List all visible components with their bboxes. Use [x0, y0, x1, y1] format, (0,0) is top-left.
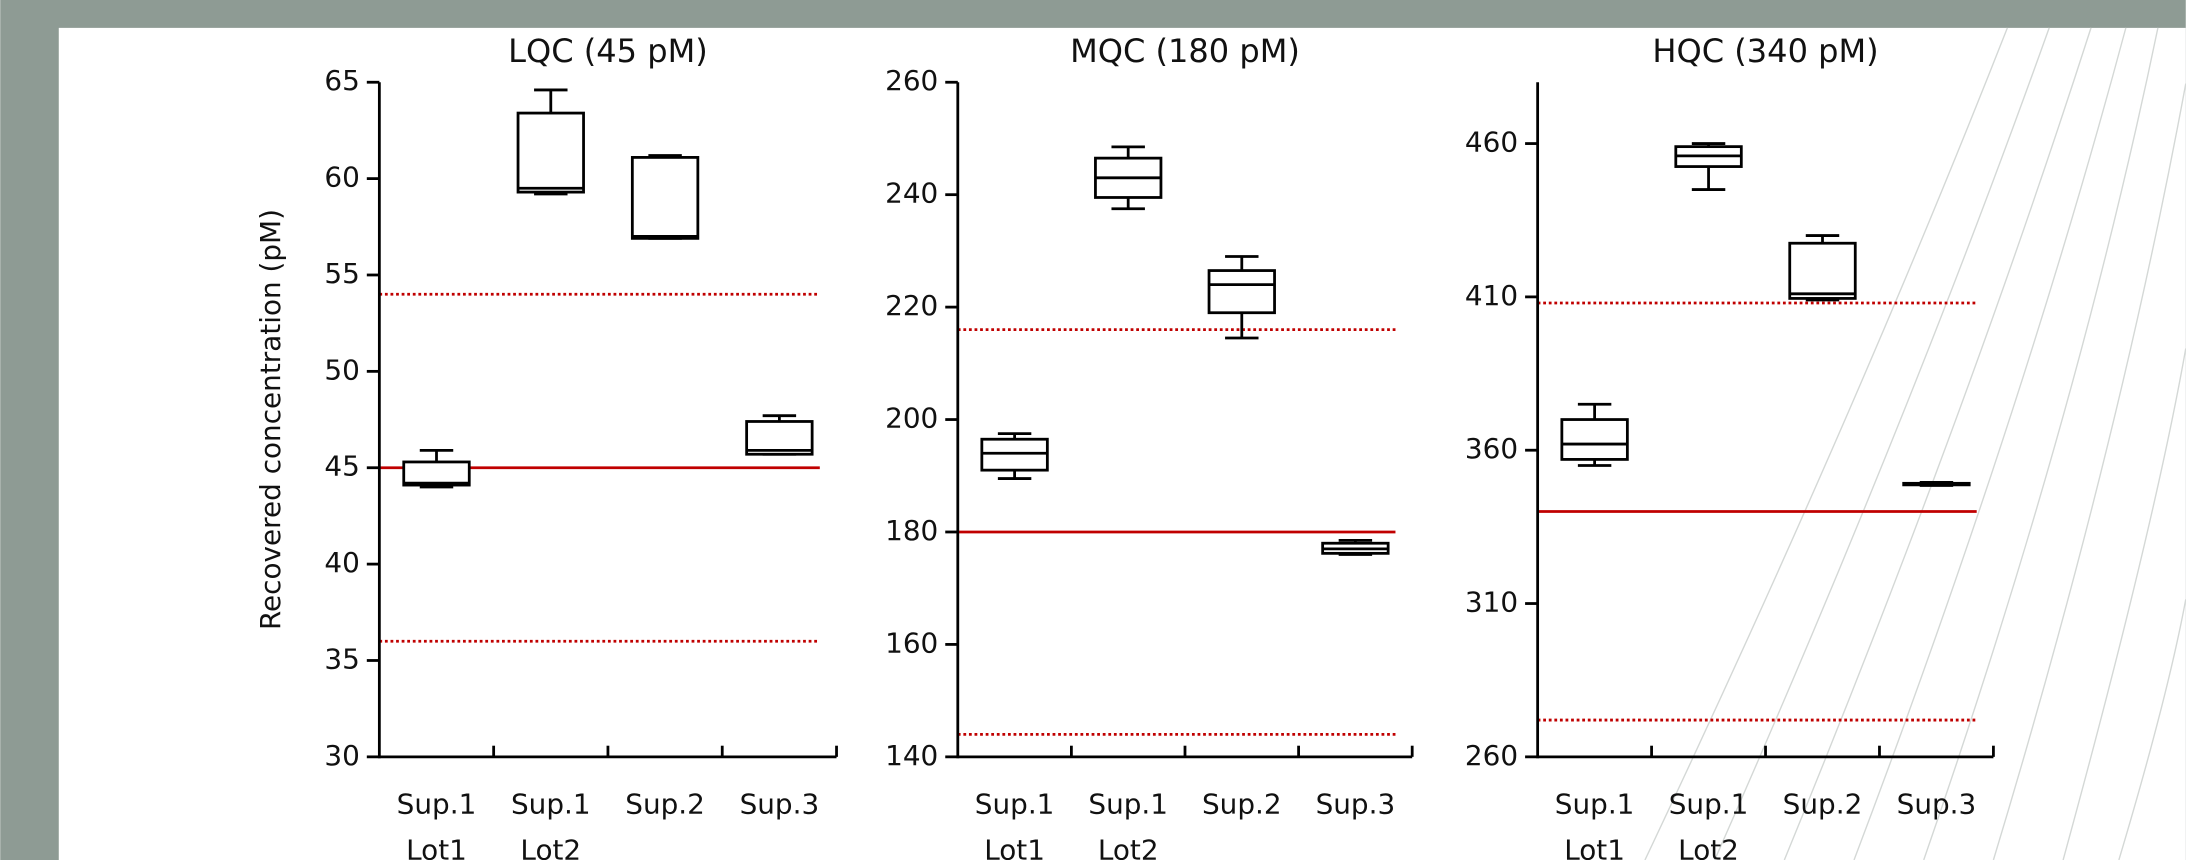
chart-title: LQC (45 pM) — [508, 32, 708, 70]
x-tick-label-line: Lot1 — [984, 834, 1045, 860]
y-tick-label: 220 — [885, 289, 938, 322]
y-tick-label: 65 — [324, 64, 359, 97]
box — [630, 156, 700, 240]
x-tick-label: Sup.1 Lot2 — [1088, 788, 1168, 860]
y-tick-label: 410 — [1465, 279, 1518, 312]
x-tick-label-line: Lot1 — [1564, 834, 1625, 860]
y-tick-label: 50 — [324, 353, 359, 386]
y-tick-label: 240 — [885, 177, 938, 210]
y-tick-label: 260 — [885, 64, 938, 97]
y-tick-label: 460 — [1465, 126, 1518, 159]
x-tick-label-line: Sup.1 — [1669, 788, 1749, 821]
y-tick-label: 310 — [1465, 586, 1518, 619]
x-tick-label: Sup.2 — [1202, 788, 1282, 821]
x-tick-label: Sup.1 Lot2 — [1669, 788, 1749, 860]
x-tick-label-line: Sup.3 — [740, 788, 820, 821]
x-tick-label-line: Sup.3 — [1316, 788, 1396, 821]
x-tick-label: Sup.1 Lot1 — [1555, 788, 1635, 860]
box — [745, 420, 814, 456]
x-tick-label-line: Lot2 — [520, 834, 581, 860]
x-tick-label: Sup.3 — [740, 788, 820, 821]
y-tick-label: 140 — [885, 739, 938, 772]
x-tick-label-line: Sup.2 — [1202, 788, 1282, 821]
y-tick-label: 200 — [885, 402, 938, 435]
box — [1207, 269, 1276, 315]
box — [402, 460, 471, 487]
x-tick-label: Sup.1 Lot2 — [511, 788, 591, 860]
x-tick-label-line: Sup.1 — [1088, 788, 1168, 821]
x-tick-label-line: Sup.1 — [397, 788, 477, 821]
y-tick-label: 55 — [324, 257, 359, 290]
x-tick-label: Sup.2 — [1783, 788, 1863, 821]
y-tick-label: 30 — [324, 739, 359, 772]
x-tick-label-line: Sup.3 — [1897, 788, 1977, 821]
x-tick-label-line: Sup.2 — [1783, 788, 1863, 821]
y-axis-label: Recovered concentration (pM) — [254, 209, 287, 630]
decoration — [1644, 27, 2186, 860]
x-tick-label: Sup.1 Lot1 — [397, 788, 477, 860]
chart-title: MQC (180 pM) — [1070, 32, 1300, 70]
x-tick-label-line: Lot2 — [1678, 834, 1739, 860]
y-tick-label: 260 — [1465, 739, 1518, 772]
box — [980, 437, 1049, 472]
x-tick-label: Sup.3 — [1897, 788, 1977, 821]
y-tick-label: 40 — [324, 546, 359, 579]
panel-background — [58, 27, 2186, 860]
x-tick-label-line: Lot2 — [1098, 834, 1159, 860]
y-tick-label: 360 — [1465, 432, 1518, 465]
box — [1560, 418, 1629, 461]
y-tick-label: 35 — [324, 642, 359, 675]
x-tick-label-line: Sup.1 — [975, 788, 1055, 821]
x-tick-label-line: Sup.2 — [625, 788, 705, 821]
chart-title: HQC (340 pM) — [1652, 32, 1878, 70]
box — [1788, 241, 1857, 300]
x-tick-label-line: Lot1 — [406, 834, 467, 860]
y-tick-label: 160 — [885, 626, 938, 659]
x-tick-label: Sup.2 — [625, 788, 705, 821]
x-tick-label-line: Sup.1 — [1555, 788, 1635, 821]
y-tick-label: 180 — [885, 514, 938, 547]
y-tick-label: 60 — [324, 161, 359, 194]
y-tick-label: 45 — [324, 450, 359, 483]
x-tick-label: Sup.3 — [1316, 788, 1396, 821]
x-tick-label: Sup.1 Lot1 — [975, 788, 1055, 860]
box — [516, 111, 585, 194]
x-tick-label-line: Sup.1 — [511, 788, 591, 821]
